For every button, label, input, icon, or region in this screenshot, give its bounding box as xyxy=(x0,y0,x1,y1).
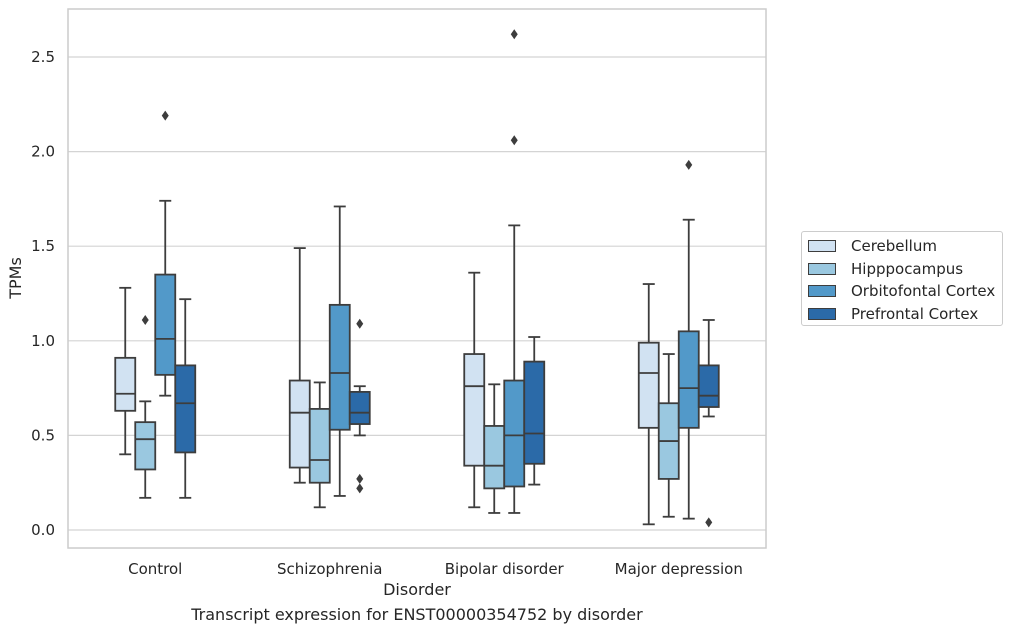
y-tick-label: 2.5 xyxy=(31,48,55,66)
box-body xyxy=(637,341,660,429)
x-tick-label: Bipolar disorder xyxy=(445,560,565,578)
box-1-3 xyxy=(657,353,680,518)
box-0-0 xyxy=(114,286,137,456)
y-tick-label: 0.5 xyxy=(31,426,55,444)
box-2-2 xyxy=(503,29,526,514)
outlier-point xyxy=(510,29,518,40)
outlier-point xyxy=(141,314,149,325)
legend-label: Prefrontal Cortex xyxy=(851,304,979,323)
box-body xyxy=(154,273,177,376)
box-1-2 xyxy=(483,383,506,514)
box-3-3 xyxy=(697,319,720,528)
legend-swatch xyxy=(808,240,836,252)
legend-item: Hipppocampus xyxy=(808,259,963,279)
y-tick-label: 1.5 xyxy=(31,237,55,255)
box-2-0 xyxy=(154,110,177,397)
x-tick-labels: Control Schizophrenia Bipolar disorder Majo… xyxy=(128,560,743,578)
outlier-point xyxy=(685,159,693,170)
y-tick-labels: 0.0 0.5 1.0 1.5 2.0 2.5 xyxy=(31,48,55,539)
box-body xyxy=(483,425,506,490)
outlier-point xyxy=(510,135,518,146)
outlier-point xyxy=(705,517,713,528)
box-body xyxy=(134,421,157,471)
box-body xyxy=(114,356,137,412)
box-2-3 xyxy=(677,159,700,520)
y-tick-label: 0.0 xyxy=(31,521,55,539)
outlier-point xyxy=(356,473,364,484)
box-2-1 xyxy=(328,205,351,497)
box-body xyxy=(308,408,331,484)
box-body xyxy=(348,390,371,425)
legend-item: Orbitofontal Cortex xyxy=(808,281,995,301)
x-tick-label: Schizophrenia xyxy=(277,560,382,578)
box-1-1 xyxy=(308,381,331,509)
box-3-2 xyxy=(523,336,546,486)
outlier-point xyxy=(356,483,364,494)
x-tick-label: Major depression xyxy=(615,560,743,578)
outlier-point xyxy=(161,110,169,121)
legend-label: Hipppocampus xyxy=(851,259,964,278)
box-body xyxy=(463,353,486,467)
chart-caption: Transcript expression for ENST0000035475… xyxy=(191,605,643,624)
plot-frame xyxy=(67,8,767,549)
box-body xyxy=(174,364,197,454)
x-axis-label: Disorder xyxy=(383,580,451,599)
boxes xyxy=(114,29,720,528)
box-0-3 xyxy=(637,283,660,526)
box-1-0 xyxy=(134,314,157,499)
box-body xyxy=(288,379,311,469)
outlier-point xyxy=(356,318,364,329)
box-0-2 xyxy=(463,271,486,509)
box-3-1 xyxy=(348,318,371,494)
box-body xyxy=(523,360,546,465)
legend-item: Cerebellum xyxy=(808,236,937,256)
legend-item: Prefrontal Cortex xyxy=(808,304,978,324)
box-body xyxy=(677,330,700,429)
legend-label: Cerebellum xyxy=(851,237,937,255)
y-tick-label: 2.0 xyxy=(31,143,55,161)
legend-swatch xyxy=(808,262,836,275)
box-body xyxy=(697,364,720,408)
y-axis-label: TPMs xyxy=(6,257,25,300)
y-tick-label: 1.0 xyxy=(31,332,55,350)
legend-swatch xyxy=(808,307,836,320)
legend: Cerebellum Hipppocampus Orbitofontal Corte… xyxy=(801,231,1003,326)
box-body xyxy=(503,379,526,488)
box-0-1 xyxy=(288,247,311,484)
legend-label: Orbitofontal Cortex xyxy=(851,282,996,300)
x-tick-label: Control xyxy=(128,560,182,578)
box-3-0 xyxy=(174,298,197,499)
box-body xyxy=(328,303,351,431)
legend-swatch xyxy=(808,285,836,297)
